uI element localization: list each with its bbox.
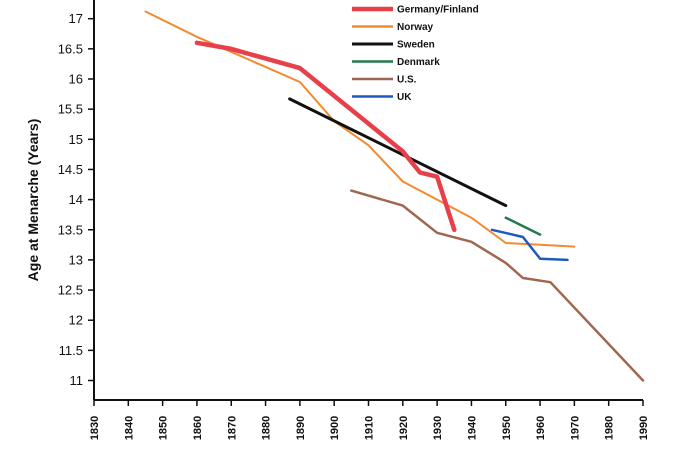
x-tick-label: 1890 [295,416,307,440]
y-tick-label: 11 [70,373,84,388]
x-tick-label: 1840 [123,416,135,440]
legend-label-denmark: Denmark [397,57,440,68]
series-line-uk [490,228,569,262]
x-tick-label: 1960 [535,416,547,440]
x-axis: 1830 1840 1850 1860 1870 1880 1890 1900 1910 1920… [89,399,650,440]
legend: Germany/Finland Norway Sweden Denmark U.S. UK [352,5,479,103]
legend-label-germany-finland: Germany/Finland [397,5,479,16]
x-tick-label: 1930 [432,416,444,440]
x-tick-label: 1950 [501,416,513,440]
x-tick-label: 1910 [364,416,376,440]
y-tick-label: 16.5 [58,41,83,56]
y-axis-label: Age at Menarche (Years) [25,119,41,282]
x-tick-label: 1830 [89,416,101,440]
y-tick-label: 14 [69,192,83,207]
x-tick-label: 1850 [158,416,170,440]
y-tick-label: 13.5 [58,222,83,237]
x-tick-label: 1900 [329,416,341,440]
legend-label-uk: UK [397,92,412,103]
y-tick-label: 17 [69,11,83,26]
y-tick-label: 12.5 [58,283,83,298]
series-line-germany-finland [194,40,457,233]
x-tick-label: 1970 [569,416,581,440]
y-tick-label: 15.5 [58,102,83,117]
x-tick-label: 1990 [638,416,650,440]
y-tick-label: 11.5 [59,343,83,358]
y-axis: 11 11.5 12 12.5 13 13.5 14 14.5 15 15.5 16 16.5 17 [58,0,95,400]
x-tick-label: 1880 [261,416,273,440]
legend-label-sweden: Sweden [397,40,435,51]
y-tick-label: 12 [69,313,83,328]
y-tick-label: 13 [69,252,83,267]
legend-label-u-s: U.S. [397,75,417,86]
y-tick-label: 16 [69,72,83,87]
y-tick-label: 14.5 [58,162,83,177]
series-line-sweden [288,97,508,208]
x-tick-label: 1860 [192,416,204,440]
series-line-denmark [504,216,542,236]
y-tick-label: 15 [69,132,83,147]
series-line-u-s [350,189,645,382]
x-tick-label: 1870 [226,416,238,440]
series-layer [144,10,645,382]
x-tick-label: 1980 [604,416,616,440]
legend-label-norway: Norway [397,22,434,33]
x-tick-label: 1920 [398,416,410,440]
x-tick-label: 1940 [466,416,478,440]
